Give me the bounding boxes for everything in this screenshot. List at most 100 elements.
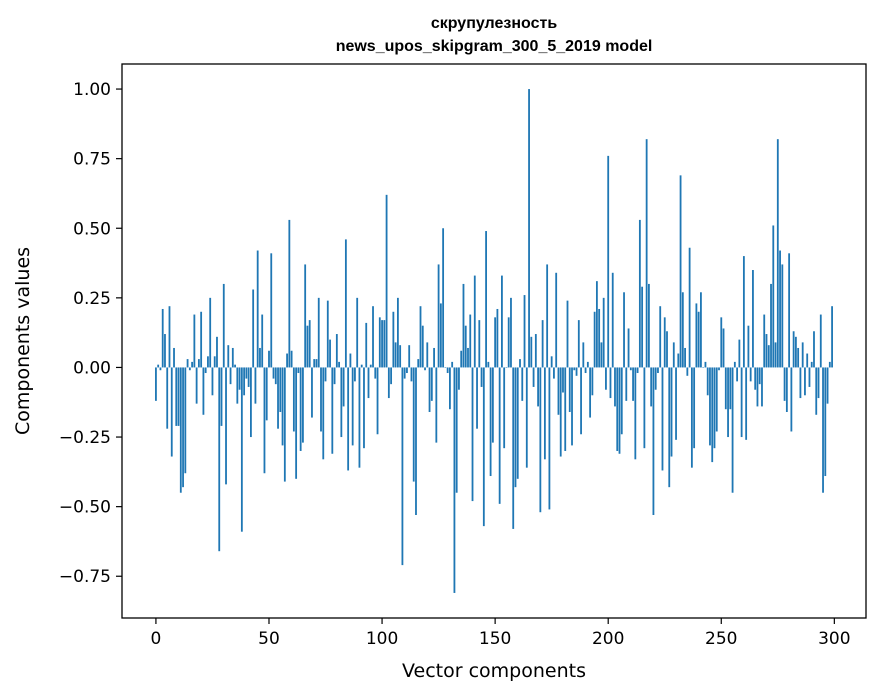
bar-226 — [666, 331, 668, 368]
bar-265 — [754, 367, 757, 390]
bar-281 — [790, 367, 793, 432]
bar-203 — [614, 367, 616, 407]
bar-266 — [756, 367, 759, 407]
bar-130 — [449, 367, 451, 410]
bar-162 — [521, 367, 524, 401]
bar-213 — [636, 367, 639, 374]
bar-225 — [663, 317, 666, 368]
bar-146 — [485, 231, 487, 368]
bar-9 — [175, 367, 178, 426]
bar-63 — [297, 367, 300, 374]
bar-290 — [810, 361, 813, 368]
bar-236 — [688, 247, 691, 368]
bar-218 — [648, 283, 650, 368]
bar-189 — [582, 342, 585, 368]
bar-14 — [186, 359, 189, 368]
bar-147 — [487, 361, 490, 368]
bar-253 — [727, 367, 729, 438]
bar-183 — [568, 367, 571, 412]
bar-181 — [564, 367, 567, 451]
bar-129 — [446, 367, 449, 374]
bar-166 — [530, 336, 533, 368]
bar-161 — [519, 359, 521, 368]
bar-10 — [177, 367, 180, 426]
bar-77 — [329, 339, 331, 368]
chart-subtitle: news_upos_skipgram_300_5_2019 model — [336, 38, 653, 55]
bar-224 — [661, 367, 664, 471]
bar-187 — [577, 320, 580, 368]
bar-37 — [238, 367, 241, 390]
bar-171 — [541, 320, 544, 368]
bar-153 — [501, 275, 503, 368]
bar-74 — [322, 367, 325, 460]
bar-28 — [218, 367, 221, 552]
bar-270 — [765, 334, 768, 368]
bar-176 — [553, 367, 555, 379]
bar-51 — [270, 253, 273, 368]
bar-70 — [313, 359, 316, 368]
bar-175 — [550, 356, 553, 368]
bar-234 — [684, 347, 686, 368]
bar-155 — [505, 367, 508, 368]
bar-297 — [826, 367, 829, 404]
bar-11 — [179, 367, 182, 493]
bar-282 — [792, 331, 795, 368]
bar-41 — [247, 367, 250, 387]
bar-124 — [435, 367, 438, 443]
bar-139 — [469, 314, 472, 368]
bar-69 — [311, 367, 313, 418]
bar-177 — [555, 272, 558, 368]
bar-279 — [785, 367, 788, 412]
bar-143 — [478, 320, 481, 368]
bar-90 — [358, 367, 361, 468]
bar-201 — [609, 367, 612, 399]
bar-46 — [259, 347, 261, 368]
x-tick-label: 0 — [151, 629, 162, 649]
bar-110 — [403, 367, 406, 379]
bar-103 — [387, 367, 390, 399]
bar-31 — [225, 367, 227, 485]
bar-216 — [643, 367, 646, 449]
chart-title: скрупулезность — [431, 15, 557, 32]
bar-214 — [638, 219, 641, 368]
bar-211 — [632, 367, 634, 401]
bar-248 — [715, 367, 718, 432]
x-tick-label: 100 — [366, 629, 398, 649]
bar-289 — [808, 367, 811, 387]
bar-128 — [444, 367, 447, 368]
bar-200 — [607, 155, 610, 368]
x-tick-label: 250 — [705, 629, 737, 649]
bar-244 — [706, 367, 709, 396]
bar-39 — [243, 367, 246, 396]
bar-295 — [822, 367, 824, 493]
bar-114 — [412, 367, 415, 482]
bar-249 — [718, 367, 720, 371]
bar-145 — [482, 367, 485, 527]
bar-185 — [573, 367, 576, 371]
bar-241 — [700, 292, 702, 368]
bar-206 — [620, 367, 623, 435]
bar-169 — [537, 367, 539, 407]
bar-191 — [586, 361, 589, 368]
bar-208 — [625, 367, 628, 401]
bar-246 — [711, 367, 714, 463]
bar-95 — [369, 364, 372, 368]
bar-117 — [419, 306, 422, 368]
bar-151 — [496, 308, 499, 368]
bar-102 — [385, 194, 388, 368]
bar-83 — [342, 367, 345, 407]
x-tick-label: 300 — [818, 629, 850, 649]
bar-21 — [202, 367, 205, 415]
bar-12 — [182, 367, 184, 488]
bar-91 — [360, 364, 363, 368]
bar-7 — [170, 367, 173, 457]
bar-219 — [650, 367, 653, 407]
bar-6 — [168, 306, 171, 368]
bar-165 — [528, 89, 530, 368]
bar-2 — [159, 367, 162, 371]
bar-25 — [211, 367, 214, 396]
x-axis-label: Vector components — [402, 660, 586, 682]
y-tick-label: −0.75 — [59, 567, 111, 587]
bar-43 — [252, 289, 255, 368]
